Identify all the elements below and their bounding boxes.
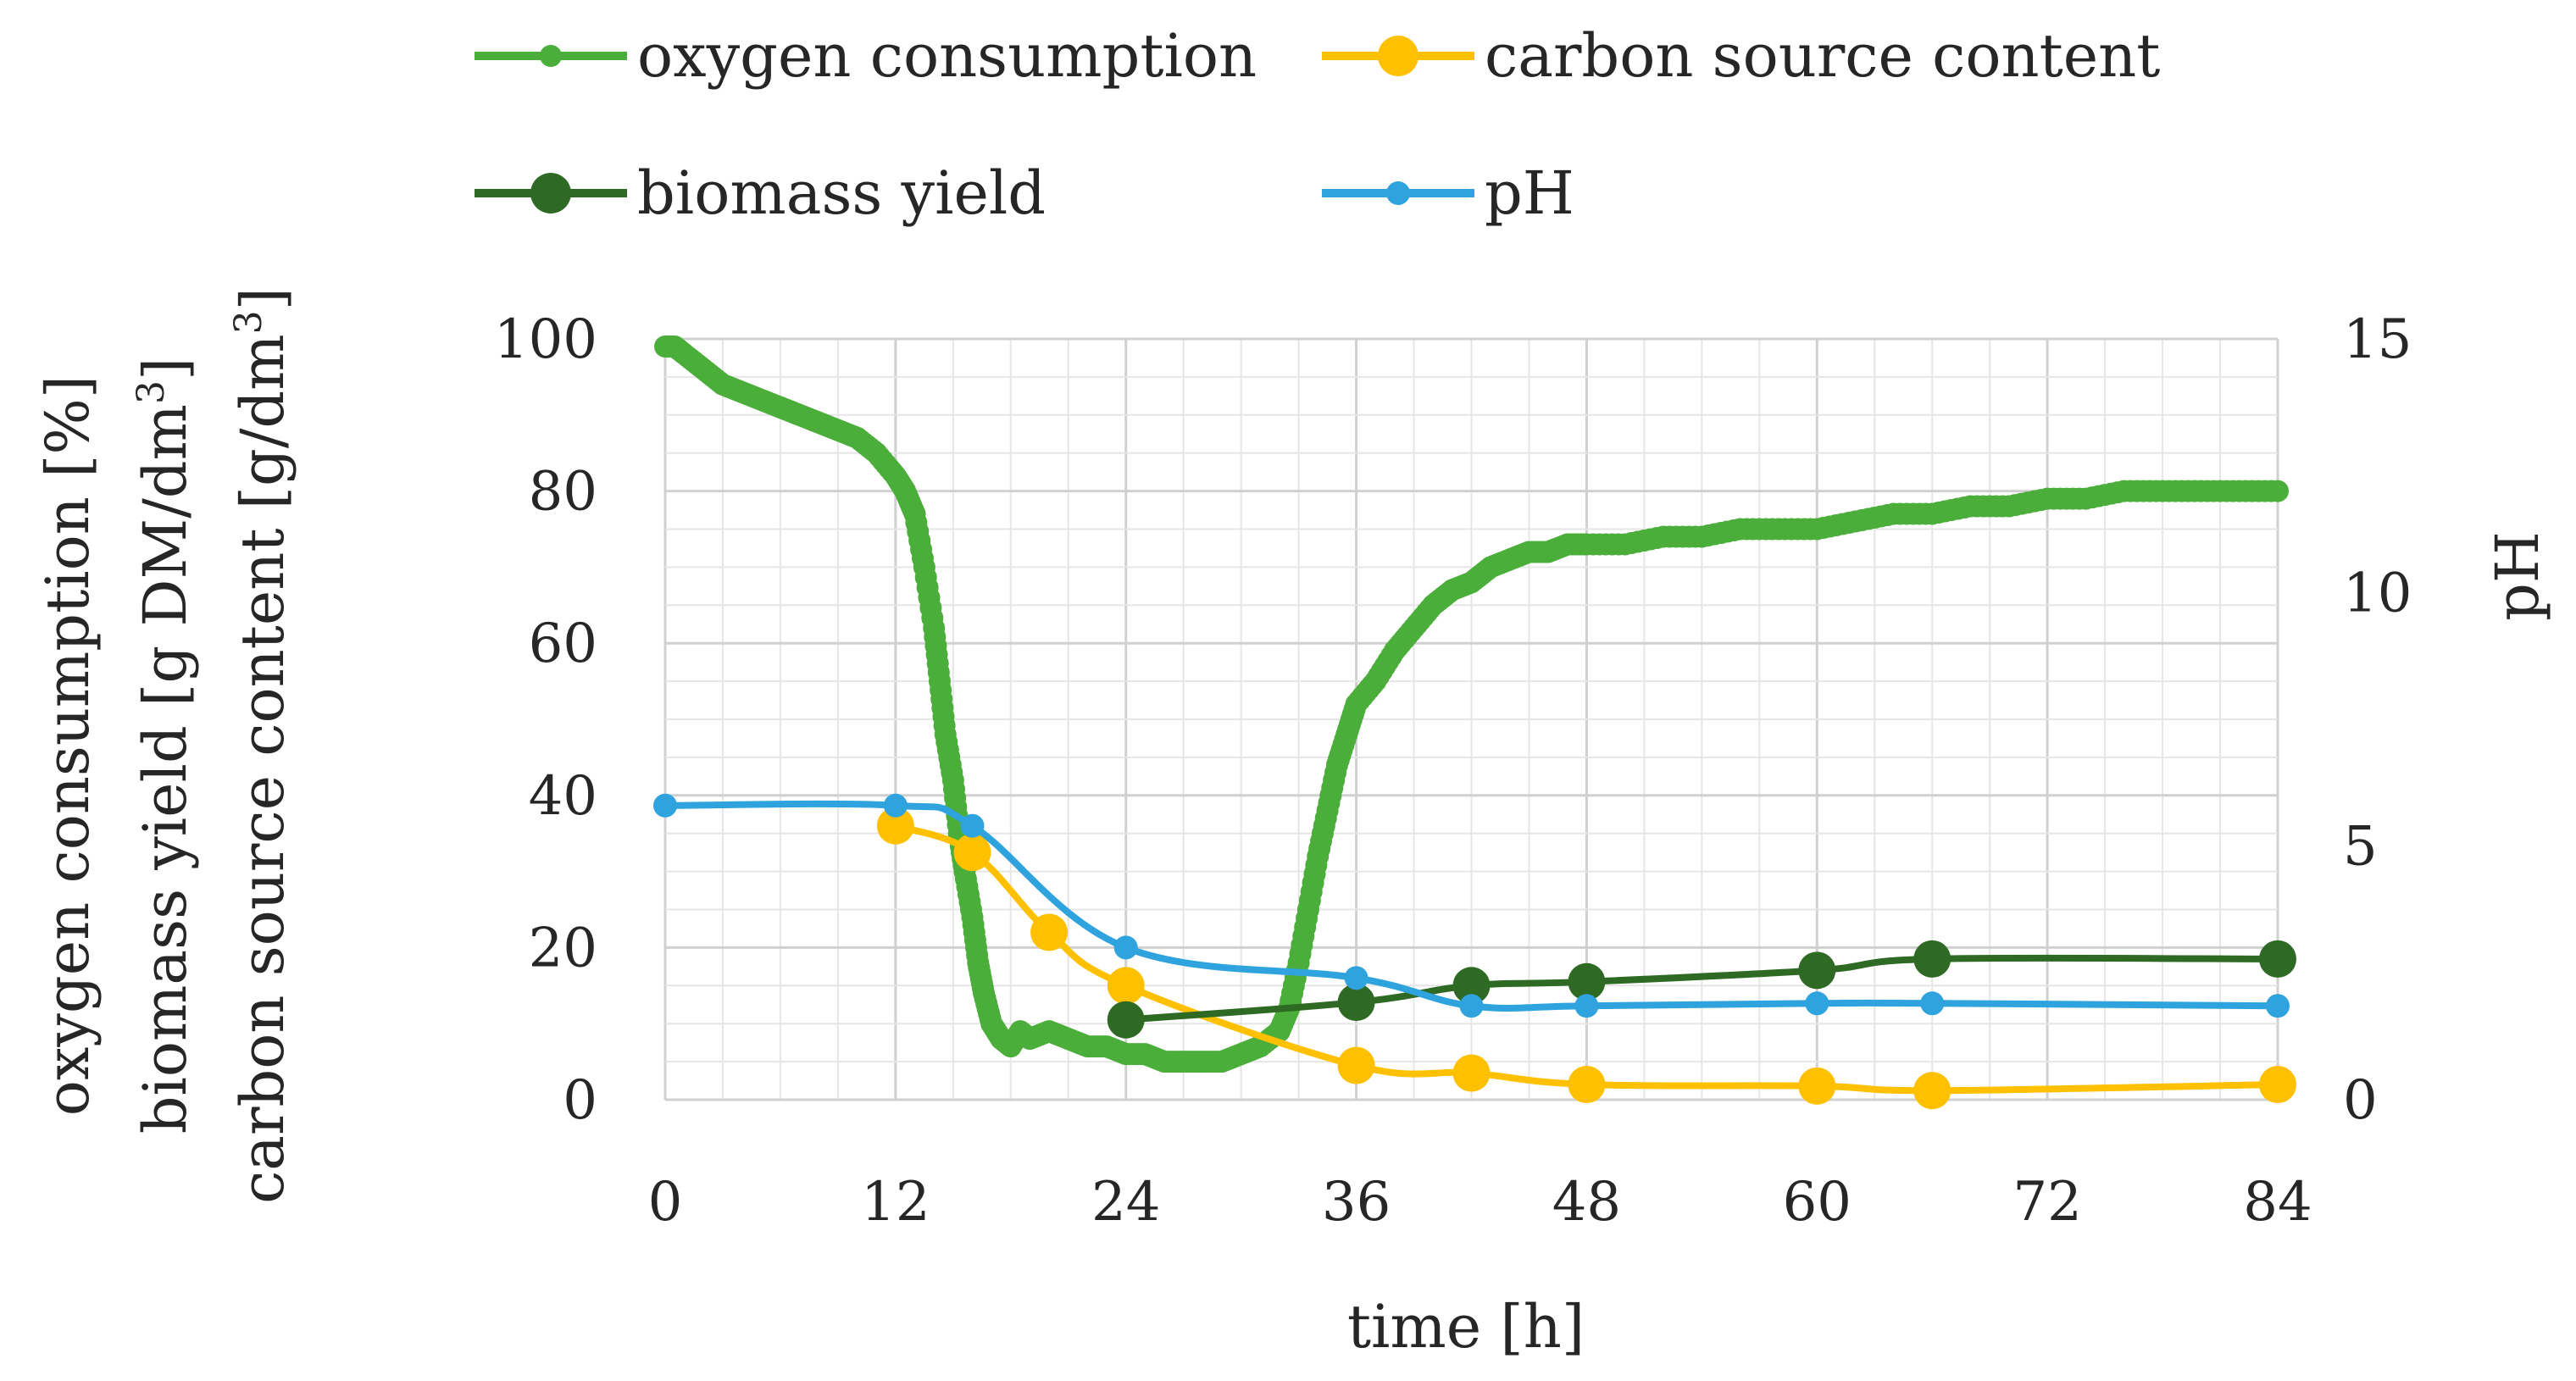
data-point-carbon-source-content	[1798, 1067, 1836, 1105]
series-oxygen-consumption	[654, 335, 2289, 1073]
data-point-carbon-source-content	[876, 807, 914, 845]
legend-label-ph: pH	[1485, 158, 1574, 228]
legend-item-biomass-yield: biomass yield	[475, 158, 1046, 228]
y2-axis-title: pH	[2483, 531, 2552, 621]
data-point-ph	[2266, 994, 2290, 1018]
series-biomass-yield	[1107, 940, 2296, 1039]
series-carbon-source-content	[876, 807, 2296, 1110]
y-tick-label: 60	[529, 613, 597, 675]
data-point-carbon-source-content	[1030, 913, 1069, 951]
legend-item-ph: pH	[1322, 158, 1574, 228]
legend-marker-oxygen-consumption	[540, 45, 562, 67]
data-point-carbon-source-content	[1337, 1046, 1375, 1084]
data-point-ph	[1920, 991, 1945, 1016]
y-tick-label: 20	[529, 917, 597, 979]
data-point-ph	[1805, 991, 1829, 1016]
y-tick-label: 40	[529, 765, 597, 828]
y-axis-title: oxygen consumption [%] biomass yield [g D…	[33, 287, 297, 1204]
data-point-biomass-yield	[2259, 940, 2296, 978]
series-ph	[653, 793, 2290, 1018]
y2-tick-label: 5	[2343, 816, 2378, 879]
legend-marker-ph	[1386, 181, 1410, 205]
y-tick-label: 0	[563, 1069, 597, 1132]
legend-marker-carbon-source-content	[1378, 36, 1418, 76]
series-line-ph	[664, 800, 2279, 1012]
legend-label-oxygen-consumption: oxygen consumption	[637, 21, 1257, 91]
x-tick-label: 12	[861, 1171, 930, 1234]
y-axis-title-line: biomass yield [g DM/dm3]	[130, 358, 200, 1134]
x-tick-label: 36	[1322, 1171, 1391, 1234]
data-point-carbon-source-content	[1568, 1066, 1606, 1104]
data-point-ph	[883, 793, 908, 818]
data-point-ph	[1113, 935, 1138, 960]
y2-tick-label: 10	[2343, 562, 2412, 624]
x-tick-label: 84	[2243, 1171, 2312, 1234]
y-tick-label: 80	[529, 461, 597, 524]
data-point-ph	[653, 793, 677, 818]
x-axis-title: time [h]	[1347, 1292, 1585, 1362]
data-point-ph	[1344, 966, 1368, 990]
x-tick-label: 48	[1552, 1171, 1621, 1234]
y-tick-label: 100	[494, 308, 597, 371]
data-point-carbon-source-content	[1107, 967, 1145, 1005]
legend-item-oxygen-consumption: oxygen consumption	[475, 21, 1257, 91]
x-tick-label: 60	[1783, 1171, 1852, 1234]
y2-tick-label: 15	[2343, 308, 2412, 371]
y-axis-title-line: oxygen consumption [%]	[33, 375, 103, 1117]
x-tick-label: 0	[648, 1171, 683, 1234]
data-point-biomass-yield	[1107, 1001, 1145, 1039]
data-point-carbon-source-content	[1452, 1054, 1491, 1092]
x-tick-label: 24	[1091, 1171, 1160, 1234]
data-point-biomass-yield	[1337, 984, 1375, 1022]
data-point-carbon-source-content	[1913, 1072, 1951, 1110]
data-point-carbon-source-content	[953, 834, 991, 872]
legend-marker-biomass-yield	[530, 173, 571, 214]
data-point-carbon-source-content	[2259, 1066, 2296, 1104]
y-axis-title-line: carbon source content [g/dm3]	[227, 287, 297, 1204]
x-tick-label: 72	[2012, 1171, 2081, 1234]
data-point-ph	[1459, 994, 1484, 1018]
data-point-biomass-yield	[1568, 962, 1606, 1001]
legend-label-carbon-source-content: carbon source content	[1485, 21, 2160, 91]
y2-tick-label: 0	[2343, 1069, 2378, 1132]
data-point-ph	[1574, 994, 1599, 1018]
data-point-biomass-yield	[1452, 967, 1491, 1005]
legend: oxygen consumption carbon source content…	[475, 21, 2160, 228]
data-point-ph	[960, 813, 985, 838]
data-point-oxygen-consumption	[2267, 480, 2289, 502]
data-point-biomass-yield	[1798, 951, 1836, 990]
legend-label-biomass-yield: biomass yield	[637, 158, 1046, 228]
series-layer	[653, 335, 2296, 1110]
ticks-layer: 0 12 24 36 48 60 72 84 0 20 40 60 80 100 0 5 10 15	[494, 308, 2412, 1234]
data-point-biomass-yield	[1913, 940, 1951, 978]
legend-item-carbon-source-content: carbon source content	[1322, 21, 2160, 91]
